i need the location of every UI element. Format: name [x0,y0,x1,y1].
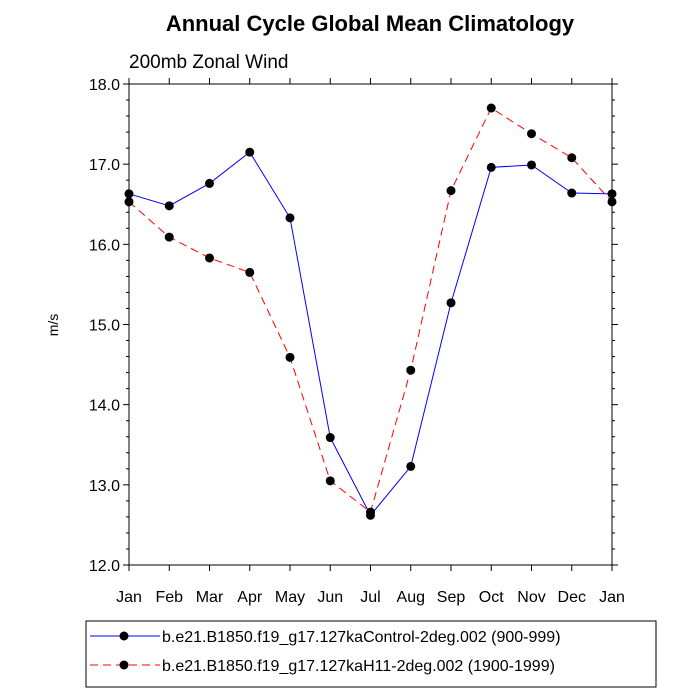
x-tick-label: Mar [196,589,224,606]
series-1-point [285,213,295,223]
y-axis-label: m/s [45,314,61,337]
x-tick-label: Dec [558,589,586,606]
y-tick-label: 12.0 [89,558,120,575]
series-2-point [325,476,335,486]
x-tick-labels: Jan Feb Mar Apr May Jun Jul Aug Sep Oct Nov Dec Jan [116,589,625,606]
legend-entries: b.e21.B1850.f19_g17.127kaControl-2deg.00… [90,629,561,675]
x-tick-label: Jan [599,589,625,606]
tick-marks [123,78,618,571]
x-tick-label: May [275,589,305,606]
y-tick-label: 17.0 [89,157,120,174]
legend: b.e21.B1850.f19_g17.127kaControl-2deg.00… [85,620,657,688]
series-1-point [567,188,577,198]
y-tick-label: 15.0 [89,318,120,335]
series-layer [124,103,617,520]
x-tick-label: Sep [437,589,466,606]
legend-box [85,620,657,688]
series-1-point [164,201,174,211]
x-tick-label: Feb [155,589,183,606]
series-1-point [325,433,335,443]
series-2-point [245,267,255,277]
y-tick-label: 16.0 [89,237,120,254]
legend-label-2: b.e21.B1850.f19_g17.127kaH11-2deg.002 (1… [162,658,555,675]
x-tick-label: Jun [317,589,343,606]
series-2-point [567,153,577,163]
series-2-point [366,507,375,517]
legend-label-1: b.e21.B1850.f19_g17.127kaControl-2deg.00… [162,629,561,646]
chart-subtitle: 200mb Zonal Wind [129,52,288,73]
series-2-point [164,232,174,242]
series-2-point [527,129,536,139]
series-1-point [406,461,416,471]
x-tick-label: Nov [517,589,545,606]
series-2-point [285,352,295,362]
y-tick-label: 13.0 [89,478,120,495]
series-1-point [486,162,496,172]
series-1-point [527,160,536,170]
y-tick-label: 18.0 [89,77,120,94]
plot-frame [128,83,613,566]
series-1-point [245,147,255,157]
legend-marker-1 [119,631,129,641]
series-2-point [205,253,214,263]
x-tick-label: Jul [360,589,380,606]
series-1-point [446,298,456,308]
y-tick-labels: 12.0 13.0 14.0 15.0 16.0 17.0 18.0 [89,77,120,575]
series-1-point [205,178,214,188]
y-tick-label: 14.0 [89,398,120,415]
chart-title: Annual Cycle Global Mean Climatology [166,11,575,36]
x-tick-label: Aug [397,589,425,606]
series-2-point [406,365,416,375]
legend-marker-2 [119,660,129,670]
series-2-point [446,186,456,196]
x-tick-label: Oct [479,589,504,606]
series-line-1 [128,151,613,517]
x-tick-label: Jan [116,589,142,606]
series-2-point [486,103,496,113]
x-tick-label: Apr [237,589,263,606]
series-line-2 [128,107,613,513]
